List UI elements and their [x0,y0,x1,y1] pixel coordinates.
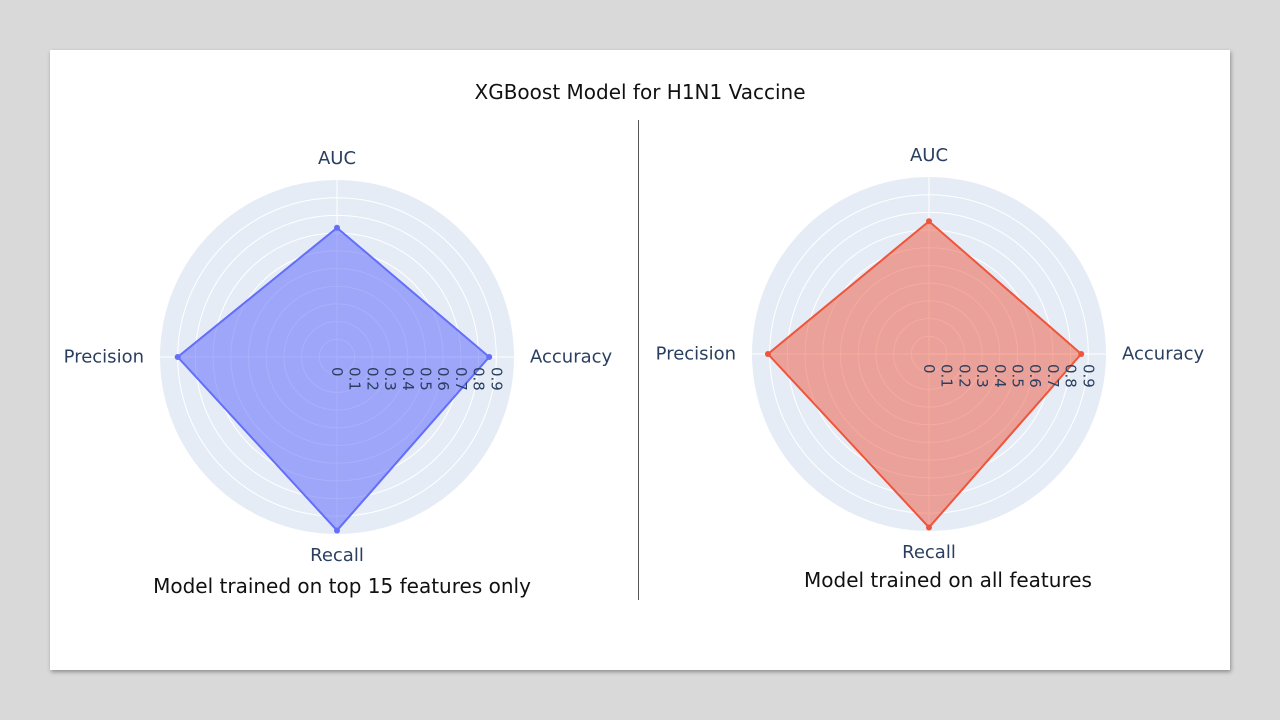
axis-label-precision: Precision [64,347,144,368]
radial-tick-label: 0.3 [973,364,991,388]
data-point-auc [334,224,340,231]
data-point-precision [174,354,181,360]
radial-tick-label: 0.9 [1079,364,1097,388]
axis-label-auc: AUC [910,145,948,166]
axis-label-recall: Recall [310,545,364,566]
radial-tick-label: 0.3 [381,367,399,391]
radial-tick-label: 0.6 [434,367,452,391]
axis-label-accuracy: Accuracy [1122,344,1205,365]
radial-tick-label: 0.5 [417,367,435,391]
chart-title: XGBoost Model for H1N1 Vaccine [474,80,806,104]
radial-tick-label: 0 [920,364,938,374]
radial-tick-label: 0.5 [1009,364,1027,388]
data-point-accuracy [1078,351,1085,357]
radial-tick-label: 0.1 [938,364,956,388]
data-point-precision [764,351,771,357]
radial-tick-label: 0.6 [1026,364,1044,388]
radial-tick-label: 0.2 [363,367,381,391]
data-point-recall [334,527,340,534]
data-point-auc [926,218,932,225]
axis-label-recall: Recall [902,542,956,563]
radial-tick-label: 0.4 [991,364,1009,388]
axis-label-auc: AUC [318,148,356,169]
radial-tick-label: 0.1 [346,367,364,391]
radial-tick-label: 0.4 [399,367,417,391]
radial-tick-label: 0.8 [470,367,488,391]
radial-tick-label: 0.9 [487,367,505,391]
radial-tick-label: 0.8 [1062,364,1080,388]
radial-tick-label: 0.7 [452,367,470,391]
radial-tick-label: 0.2 [955,364,973,388]
axis-label-precision: Precision [656,344,736,365]
data-point-recall [926,524,932,531]
radial-tick-label: 0.7 [1044,364,1062,388]
radial-tick-label: 0 [328,367,346,377]
caption-left: Model trained on top 15 features only [153,574,531,598]
caption-right: Model trained on all features [804,568,1092,592]
axis-label-accuracy: Accuracy [530,347,613,368]
divider-line [638,120,639,600]
data-point-accuracy [486,354,493,360]
